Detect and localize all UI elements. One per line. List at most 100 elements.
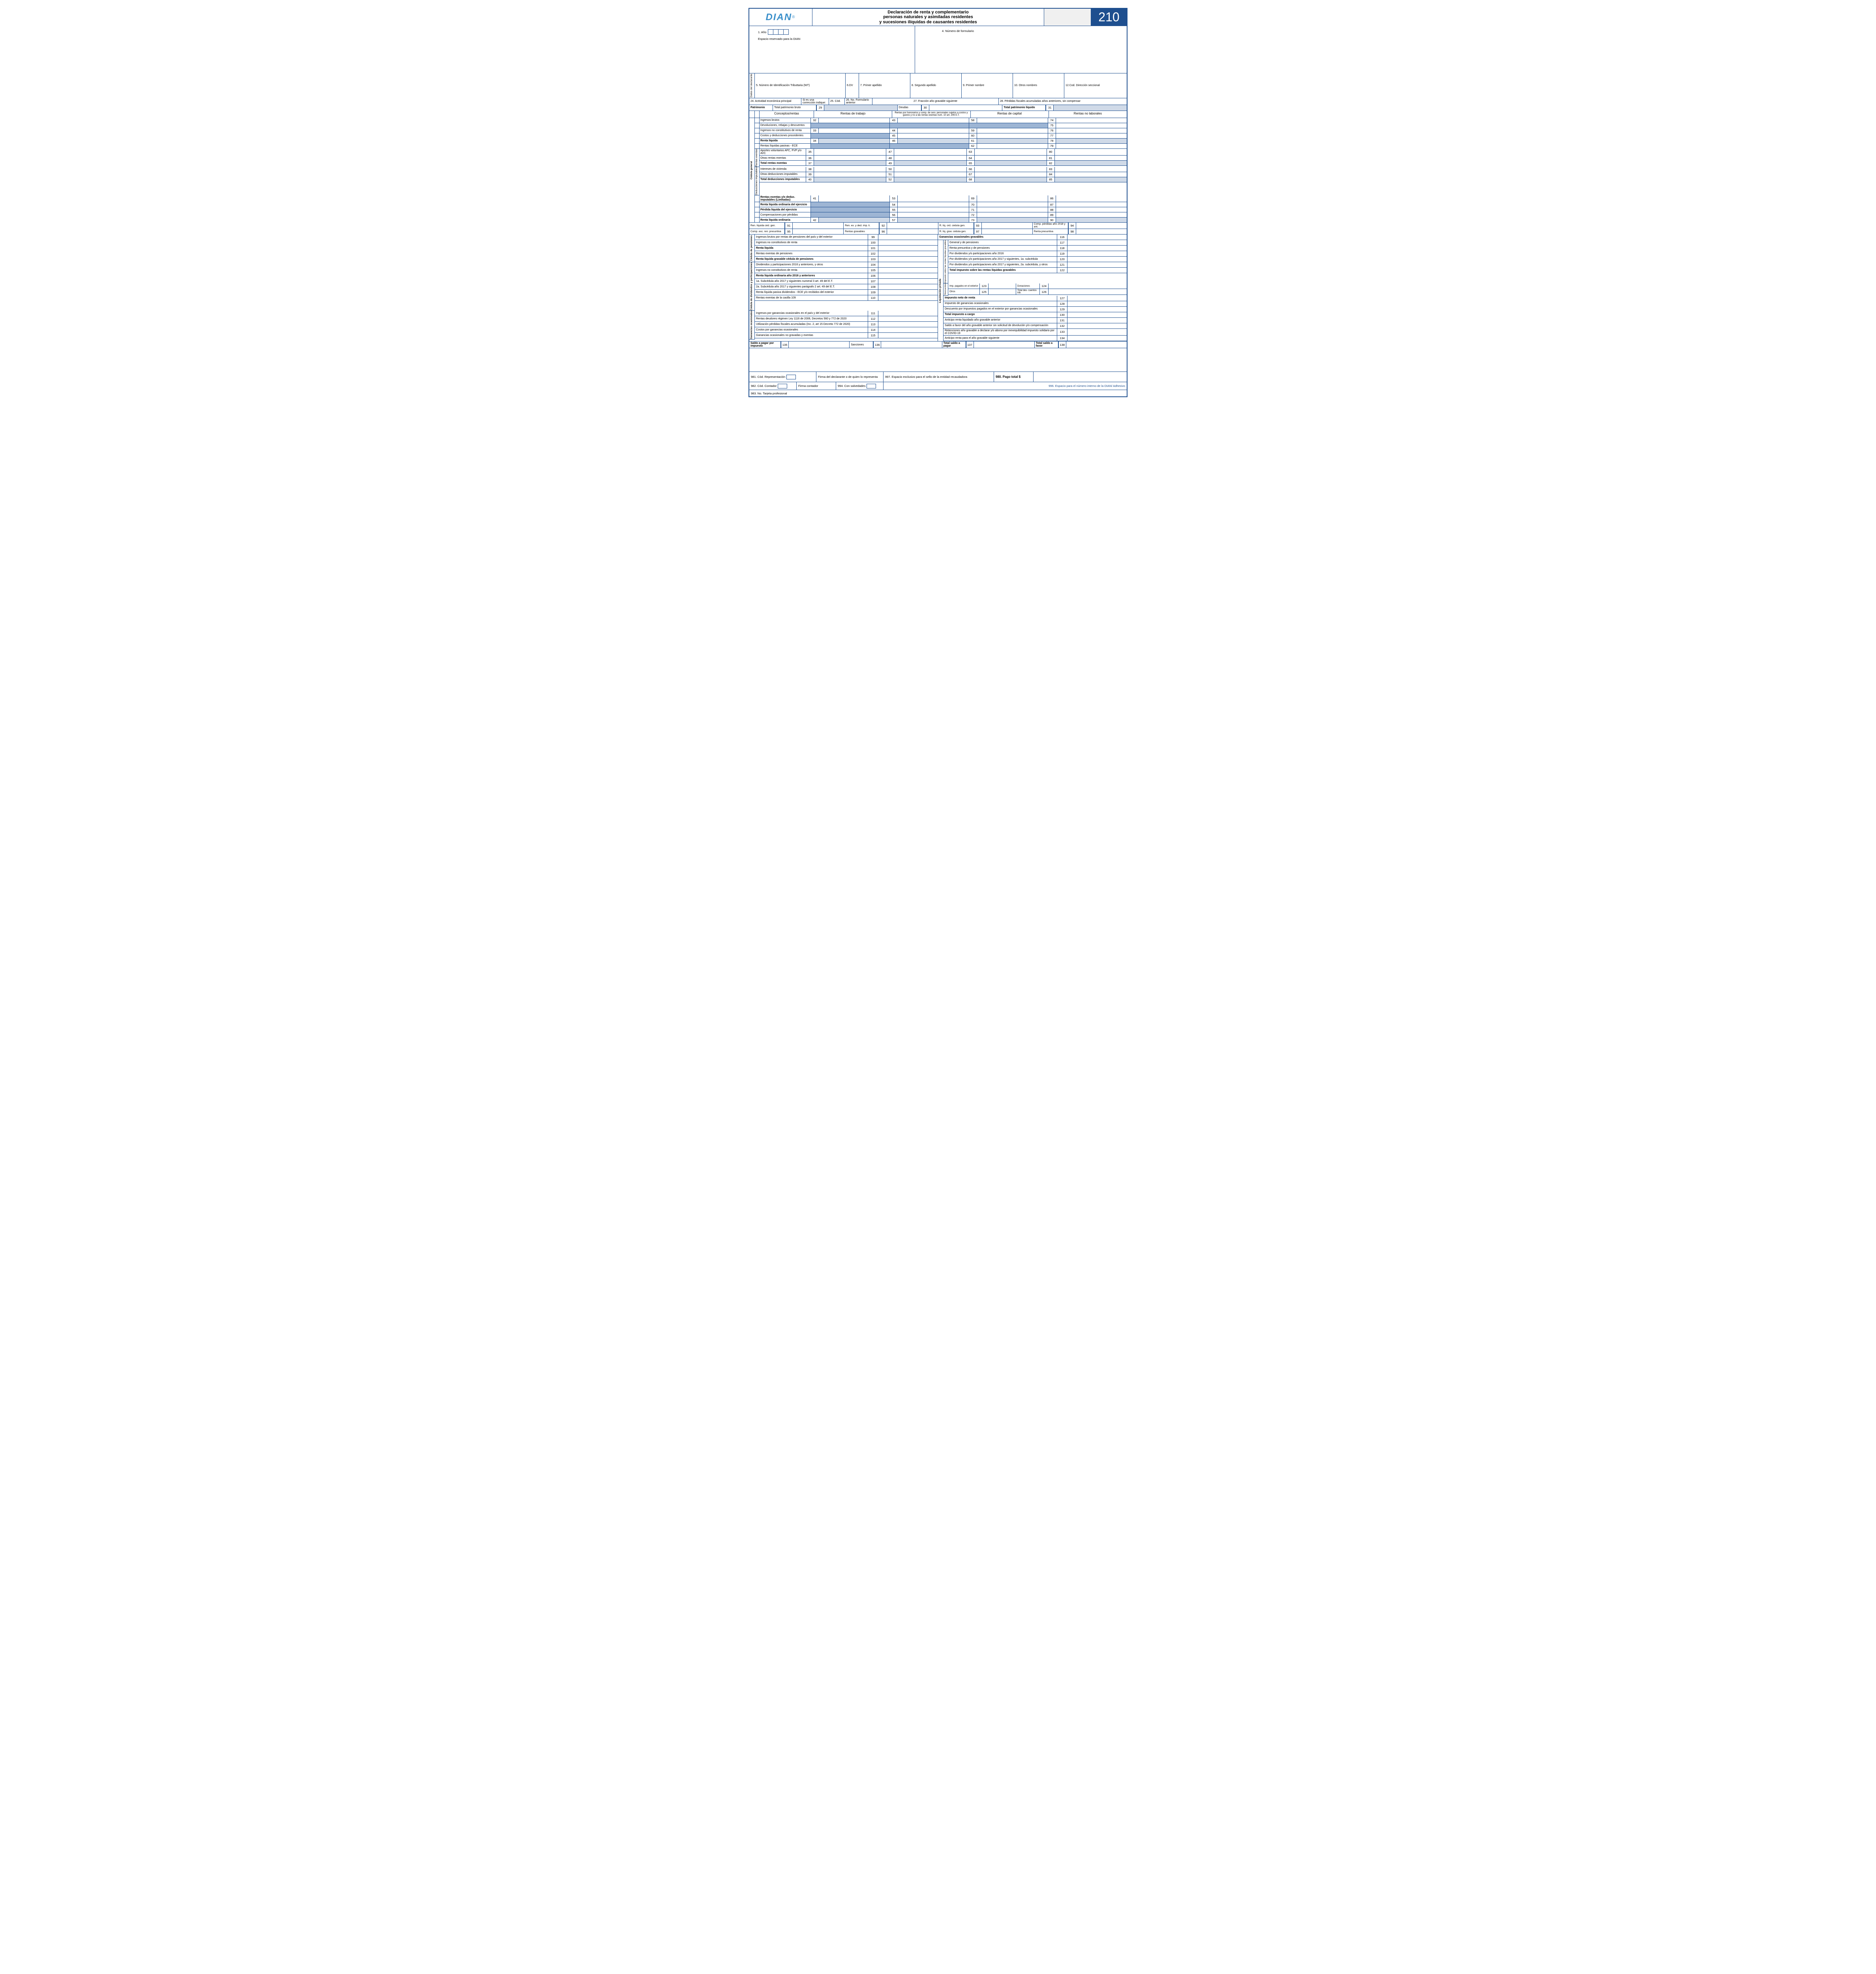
field-24-actividad[interactable]: 24. Actividad económica principal [749, 98, 801, 105]
field-9-nombre1[interactable]: 9. Primer nombre [962, 73, 1013, 98]
val-53[interactable] [898, 195, 969, 202]
field-7-apellido1[interactable]: 7. Primer apellido [859, 73, 910, 98]
field-980-value[interactable] [1034, 372, 1127, 382]
field-25-cod[interactable]: 25. Cód. [829, 98, 845, 105]
box-982[interactable] [778, 384, 787, 388]
val-59[interactable] [977, 128, 1048, 133]
val-85[interactable] [1055, 177, 1127, 182]
val-116[interactable] [1067, 235, 1127, 240]
val-58[interactable] [977, 118, 1048, 123]
val-108[interactable] [878, 284, 938, 289]
val-82[interactable] [1055, 161, 1127, 165]
val-44[interactable] [898, 128, 969, 133]
val-103[interactable] [878, 257, 938, 262]
val-127[interactable] [1067, 296, 1127, 301]
val-130[interactable] [1067, 312, 1127, 317]
val-113[interactable] [878, 322, 938, 327]
val-88[interactable] [1056, 207, 1127, 212]
val-93[interactable] [982, 223, 1033, 229]
val-91[interactable] [793, 223, 844, 229]
val-34[interactable] [819, 139, 890, 143]
field-27-fraccion[interactable]: 27. Fracción año gravable siguiente [872, 98, 999, 105]
val-97[interactable] [982, 229, 1033, 234]
val-39[interactable] [814, 172, 886, 177]
val-99[interactable] [878, 235, 938, 240]
val-101[interactable] [878, 246, 938, 251]
firma-declarante[interactable]: Firma del declarante o de quien lo repre… [816, 372, 884, 382]
val-120[interactable] [1067, 257, 1127, 262]
val-57[interactable] [898, 218, 969, 222]
val-118[interactable] [1067, 246, 1127, 251]
val-54[interactable] [898, 202, 969, 207]
val-134[interactable] [1067, 336, 1127, 341]
val-83[interactable] [1055, 167, 1127, 172]
val-75[interactable] [1056, 123, 1127, 128]
val-92[interactable] [887, 223, 938, 229]
val-102[interactable] [878, 251, 938, 256]
field-12-seccional[interactable]: 12.Cod. Dirección seccional [1064, 73, 1127, 98]
val-48[interactable] [894, 156, 966, 160]
val-35[interactable] [814, 149, 886, 156]
val-49[interactable] [894, 161, 966, 165]
field-28-perdidas[interactable]: 28. Pérdidas fiscales acumuladas años an… [999, 98, 1127, 105]
val-122[interactable] [1067, 268, 1127, 273]
val-68[interactable] [975, 177, 1047, 182]
val-71[interactable] [977, 207, 1048, 212]
val-106[interactable] [878, 273, 938, 278]
val-133[interactable] [1067, 329, 1127, 336]
val-115[interactable] [878, 333, 938, 338]
val-50[interactable] [894, 167, 966, 172]
val-90[interactable] [1056, 218, 1127, 222]
val-94[interactable] [1076, 223, 1127, 229]
val-128[interactable] [1067, 301, 1127, 306]
val-69[interactable] [977, 195, 1048, 202]
val-117[interactable] [1067, 240, 1127, 245]
val-135[interactable] [789, 342, 850, 348]
val-74[interactable] [1056, 118, 1127, 123]
firma-contador[interactable]: Firma contador [797, 382, 836, 390]
val-73[interactable] [977, 218, 1048, 222]
val-38[interactable] [814, 167, 886, 172]
val-89[interactable] [1056, 212, 1127, 217]
val-129[interactable] [1067, 307, 1127, 312]
val-111[interactable] [878, 311, 938, 316]
val-45[interactable] [898, 133, 969, 138]
box-994[interactable] [867, 384, 876, 388]
val-124[interactable] [1049, 283, 1127, 289]
val-132[interactable] [1067, 323, 1127, 328]
val-36[interactable] [814, 156, 886, 160]
val-95[interactable] [793, 229, 844, 234]
val-76[interactable] [1056, 128, 1127, 133]
val-61[interactable] [977, 139, 1048, 143]
val-56[interactable] [898, 212, 969, 217]
val-51[interactable] [894, 172, 966, 177]
val-104[interactable] [878, 262, 938, 267]
val-78[interactable] [1056, 139, 1127, 143]
val-67[interactable] [975, 172, 1047, 177]
val-119[interactable] [1067, 251, 1127, 256]
val-40[interactable] [814, 177, 886, 182]
box-981[interactable] [786, 375, 796, 379]
val-41[interactable] [819, 195, 890, 202]
val-79[interactable] [1056, 144, 1127, 148]
field-5-nit[interactable]: 5. Número de Identificación Tributtaria … [755, 73, 846, 98]
val-72[interactable] [977, 212, 1048, 217]
val-112[interactable] [878, 316, 938, 321]
val-63[interactable] [975, 149, 1047, 156]
val-77[interactable] [1056, 133, 1127, 138]
val-30[interactable] [929, 105, 1003, 111]
field-10-nombres[interactable]: 10. Otros nombres [1013, 73, 1064, 98]
val-100[interactable] [878, 240, 938, 245]
val-33[interactable] [819, 128, 890, 133]
val-126[interactable] [1049, 289, 1127, 295]
val-32[interactable] [819, 118, 890, 123]
val-46[interactable] [898, 139, 969, 143]
val-131[interactable] [1067, 318, 1127, 323]
val-31[interactable] [1054, 105, 1127, 111]
val-87[interactable] [1056, 202, 1127, 207]
val-52[interactable] [894, 177, 966, 182]
val-98[interactable] [1076, 229, 1127, 234]
val-47[interactable] [894, 149, 966, 156]
val-65[interactable] [975, 161, 1047, 165]
val-66[interactable] [975, 167, 1047, 172]
